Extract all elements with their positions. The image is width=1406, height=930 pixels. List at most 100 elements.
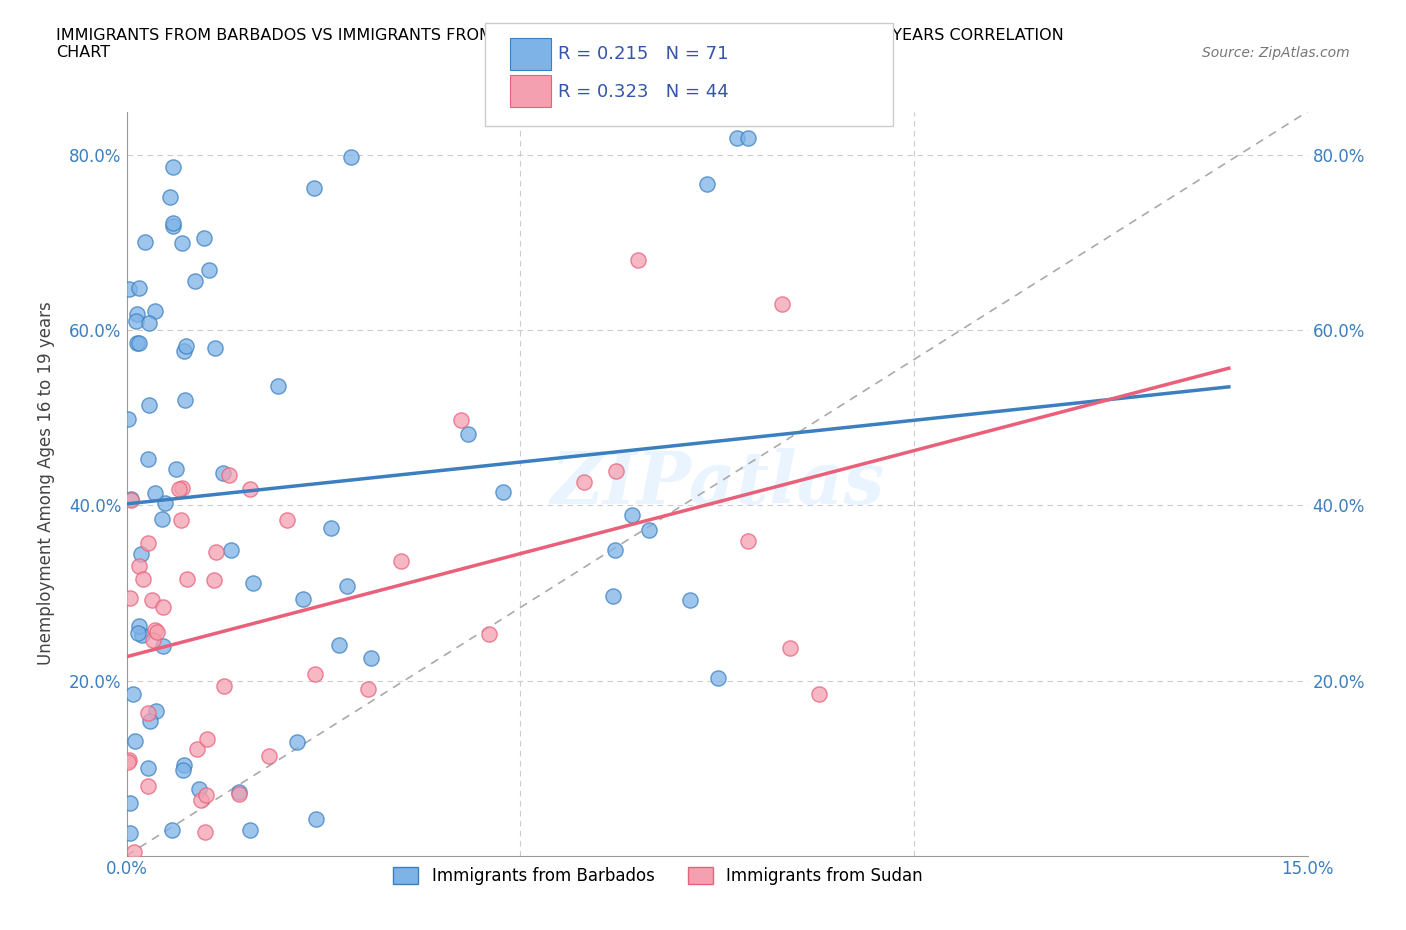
Point: [143, 485, 166, 500]
Point: [267, 379, 290, 393]
Point: [242, 576, 264, 591]
Point: [808, 686, 831, 701]
Point: [219, 543, 242, 558]
Point: [165, 462, 187, 477]
Point: [122, 844, 145, 859]
Point: [117, 754, 139, 769]
Point: [172, 763, 194, 777]
Point: [637, 523, 659, 538]
Point: [138, 398, 160, 413]
Point: [141, 592, 163, 607]
Point: [193, 231, 215, 246]
Point: [737, 534, 759, 549]
Point: [478, 627, 501, 642]
Point: [204, 545, 226, 560]
Point: [737, 130, 759, 145]
Point: [131, 628, 153, 643]
Point: [172, 236, 194, 251]
Point: [239, 482, 262, 497]
Point: [150, 512, 173, 526]
Point: [188, 782, 211, 797]
Point: [120, 492, 142, 507]
Point: [340, 150, 363, 165]
Point: [162, 219, 184, 233]
Point: [128, 281, 150, 296]
Point: [218, 468, 240, 483]
Point: [139, 713, 162, 728]
Point: [336, 578, 359, 593]
Point: [492, 485, 515, 499]
Point: [128, 618, 150, 633]
Point: [276, 513, 298, 528]
Point: [120, 796, 142, 811]
Point: [169, 481, 191, 496]
Point: [212, 466, 235, 481]
Point: [174, 392, 197, 407]
Point: [138, 536, 160, 551]
Point: [173, 343, 195, 358]
Point: [603, 542, 626, 557]
Point: [118, 826, 141, 841]
Point: [184, 273, 207, 288]
Point: [125, 313, 148, 328]
Point: [128, 559, 150, 574]
Point: [136, 779, 159, 794]
Point: [136, 705, 159, 720]
Point: [239, 822, 262, 837]
Point: [212, 678, 235, 693]
Text: Source: ZipAtlas.com: Source: ZipAtlas.com: [1202, 46, 1350, 60]
Point: [160, 823, 183, 838]
Point: [779, 641, 801, 656]
Point: [228, 786, 250, 801]
Point: [152, 600, 174, 615]
Point: [162, 215, 184, 230]
Point: [162, 160, 184, 175]
Point: [170, 481, 193, 496]
Point: [132, 571, 155, 586]
Point: [360, 651, 382, 666]
Point: [357, 682, 380, 697]
Point: [173, 757, 195, 772]
Point: [159, 190, 181, 205]
Point: [696, 176, 718, 191]
Point: [389, 554, 412, 569]
Point: [136, 451, 159, 466]
Point: [152, 639, 174, 654]
Point: [321, 521, 343, 536]
Point: [118, 752, 141, 767]
Point: [450, 413, 472, 428]
Point: [127, 626, 149, 641]
Point: [190, 792, 212, 807]
Point: [204, 340, 226, 355]
Text: IMMIGRANTS FROM BARBADOS VS IMMIGRANTS FROM SUDAN UNEMPLOYMENT AMONG AGES 16 TO : IMMIGRANTS FROM BARBADOS VS IMMIGRANTS F…: [56, 28, 1064, 60]
Point: [605, 463, 627, 478]
Point: [128, 335, 150, 350]
Text: R = 0.323   N = 44: R = 0.323 N = 44: [558, 83, 728, 101]
Text: ZIPatlas: ZIPatlas: [550, 448, 884, 519]
Point: [127, 306, 149, 321]
Point: [127, 336, 149, 351]
Point: [572, 475, 595, 490]
Point: [292, 591, 315, 606]
Point: [195, 731, 218, 746]
Point: [770, 297, 793, 312]
Point: [122, 687, 145, 702]
Point: [138, 315, 160, 330]
Point: [620, 507, 643, 522]
Point: [136, 761, 159, 776]
Point: [129, 547, 152, 562]
Point: [305, 812, 328, 827]
Point: [170, 512, 193, 527]
Point: [134, 234, 156, 249]
Point: [145, 704, 167, 719]
Point: [194, 824, 217, 839]
Point: [257, 749, 280, 764]
Point: [457, 427, 479, 442]
Point: [142, 632, 165, 647]
Point: [124, 734, 146, 749]
Point: [304, 667, 326, 682]
Point: [186, 742, 208, 757]
Point: [198, 263, 221, 278]
Point: [287, 735, 309, 750]
Point: [228, 784, 250, 799]
